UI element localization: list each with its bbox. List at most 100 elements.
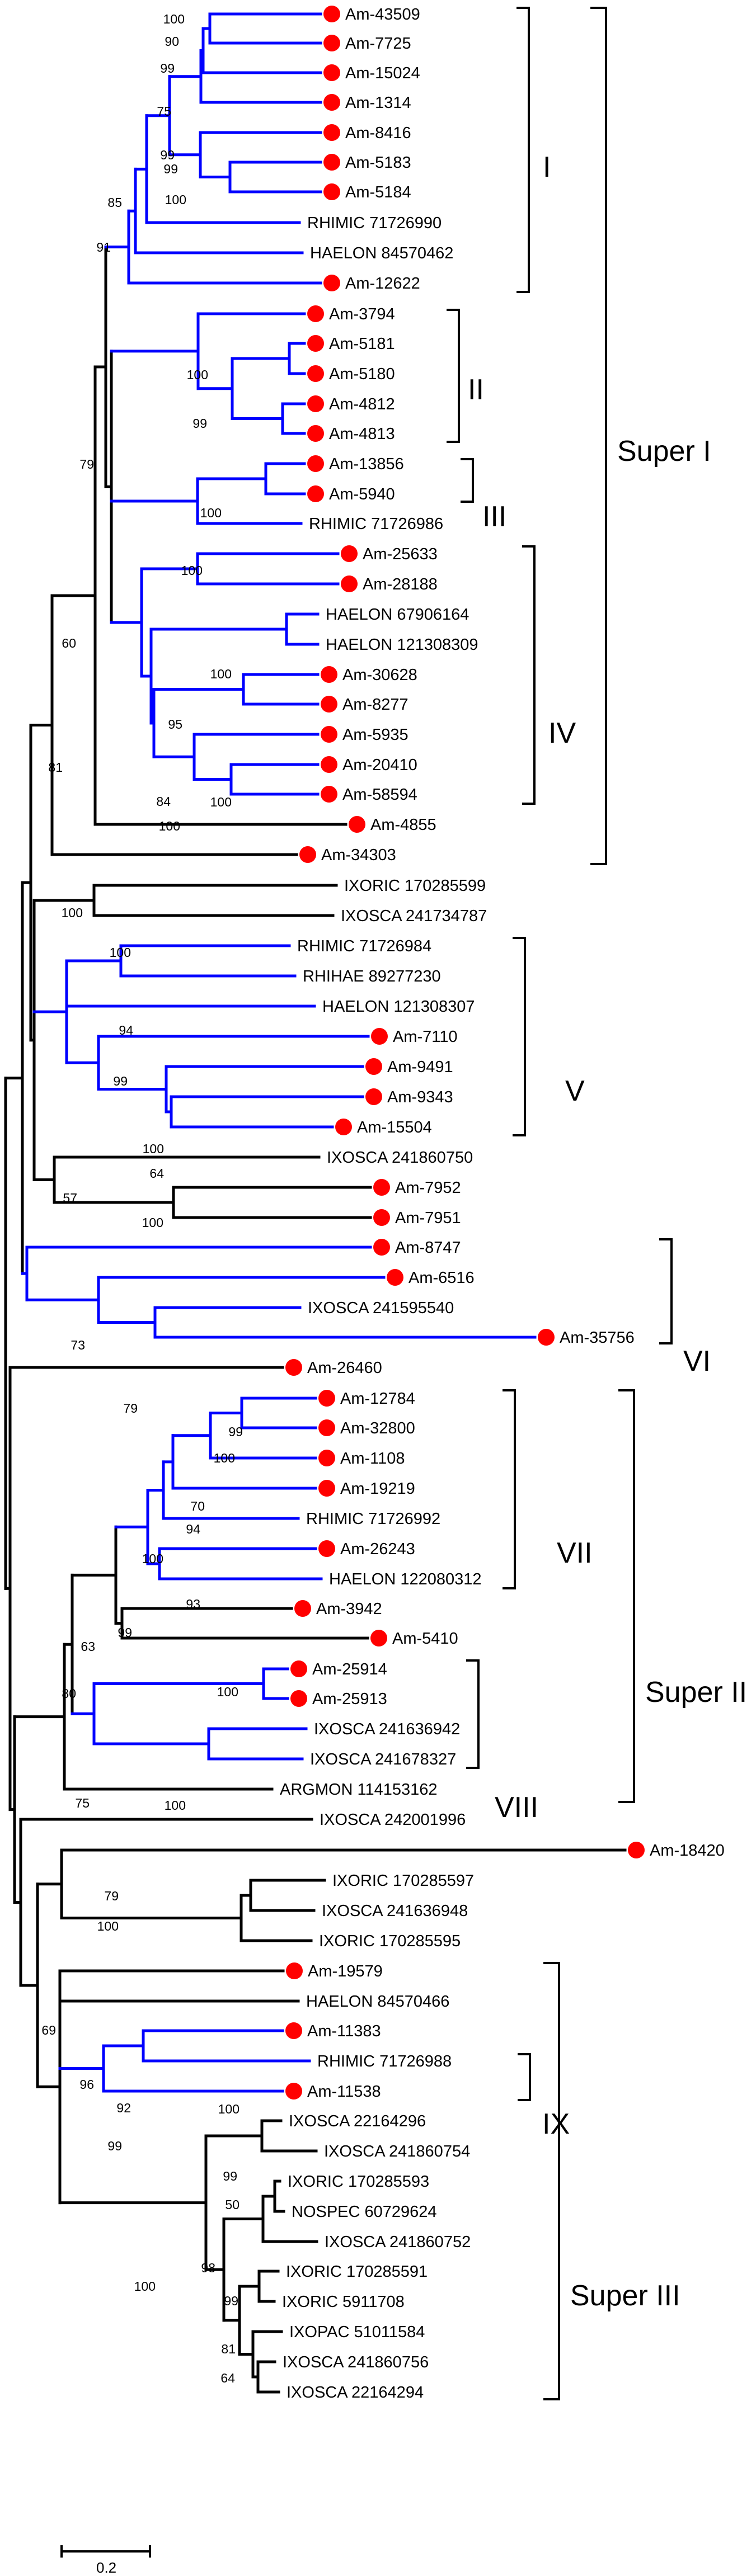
leaf-label: RHIMIC 71726984 — [297, 937, 431, 955]
leaf-label: IXOSCA 241734787 — [341, 907, 487, 925]
clade-label-III: III — [482, 501, 506, 533]
bootstrap-value: 100 — [210, 795, 232, 809]
leaf-label: Am-5184 — [345, 183, 411, 201]
leaf-marker — [321, 696, 337, 713]
bracket-clade-IV — [522, 545, 536, 805]
leaf-marker — [285, 1359, 302, 1376]
leaf-label: Am-9491 — [387, 1058, 453, 1076]
leaf-label: RHIMIC 71726986 — [309, 515, 443, 533]
bootstrap-value: 94 — [119, 1023, 133, 1037]
leaf-marker — [318, 1419, 335, 1436]
leaf-marker — [321, 666, 337, 683]
leaf-label: RHIMIC 71726990 — [307, 214, 442, 232]
clade-labels: I II III IV V VI VII VIII IX Super I Sup… — [468, 151, 747, 2312]
leaf-label: IXOSCA 22164296 — [289, 2112, 426, 2130]
clade-label-VIII: VIII — [495, 1791, 538, 1824]
leaf-label: Am-32800 — [340, 1419, 415, 1437]
leaf-label: Am-5940 — [329, 485, 395, 503]
leaf-marker — [285, 2083, 302, 2100]
bootstrap-value: 95 — [168, 717, 182, 732]
leaf-label: Am-5181 — [329, 335, 395, 353]
bootstrap-value: 75 — [75, 1796, 90, 1810]
bootstrap-value: 99 — [160, 148, 175, 162]
bootstrap-value: 100 — [217, 1685, 238, 1699]
leaf-marker — [307, 455, 324, 472]
bootstrap-value: 84 — [156, 794, 171, 809]
bracket-clade-II — [447, 309, 460, 443]
leaf-label: Am-1314 — [345, 94, 411, 112]
leaf-label: Am-5183 — [345, 154, 411, 172]
bootstrap-value: 79 — [104, 1889, 119, 1903]
leaf-label: IXOSCA 22164294 — [287, 2384, 424, 2402]
leaf-label: Am-11538 — [307, 2083, 381, 2101]
bootstrap-value: 85 — [107, 195, 122, 210]
leaf-label: Am-15504 — [357, 1119, 432, 1136]
leaf-marker — [318, 1480, 335, 1497]
leaf-label: Am-12622 — [345, 275, 420, 292]
scale-bar-label: 0.2 — [96, 2559, 116, 2576]
bootstrap-value: 99 — [118, 1625, 132, 1640]
bootstrap-value: 81 — [48, 760, 63, 775]
bootstrap-value: 100 — [181, 563, 203, 578]
leaf-marker — [318, 1540, 335, 1557]
leaf-label: IXORIC 170285593 — [288, 2173, 429, 2191]
leaf-label: IXOSCA 242001996 — [320, 1811, 466, 1829]
leaf-label: IXOSCA 241636942 — [314, 1720, 460, 1738]
bootstrap-value: 100 — [165, 192, 186, 207]
leaf-label: IXOSCA 241595540 — [308, 1299, 454, 1317]
leaf-label: Am-8747 — [395, 1239, 461, 1257]
bootstrap-value: 98 — [201, 2261, 215, 2275]
bracket-super-I — [590, 7, 607, 865]
leaf-marker — [323, 64, 340, 81]
bracket-super-II — [618, 1389, 635, 1803]
leaf-marker — [307, 485, 324, 502]
clade-brackets — [447, 7, 673, 2400]
bootstrap-value: 79 — [79, 457, 94, 471]
leaf-label: Am-28188 — [363, 575, 438, 593]
bootstrap-value: 70 — [190, 1499, 205, 1513]
leaf-label: Am-25633 — [363, 545, 438, 563]
leaf-marker — [318, 1390, 335, 1407]
leaf-marker — [290, 1690, 307, 1707]
tree-branches — [4, 12, 627, 2394]
bootstrap-value: 100 — [97, 1919, 119, 1933]
bootstrap-value: 75 — [157, 104, 171, 119]
leaf-marker — [373, 1239, 390, 1256]
bootstrap-value: 57 — [63, 1191, 77, 1205]
leaf-label: IXOSCA 241860756 — [283, 2353, 429, 2371]
leaf-marker — [323, 183, 340, 200]
super-label-III: Super III — [570, 2280, 680, 2312]
leaf-label: Am-18420 — [650, 1842, 725, 1860]
bootstrap-value: 99 — [223, 2169, 237, 2183]
leaf-marker — [321, 786, 337, 803]
leaf-marker — [299, 846, 316, 863]
clade-label-V: V — [565, 1075, 585, 1107]
leaf-marker — [321, 756, 337, 773]
bracket-clade-I — [516, 7, 530, 293]
bracket-clade-V — [513, 937, 526, 1136]
leaf-label: HAELON 121308309 — [326, 636, 478, 654]
super-label-I: Super I — [617, 435, 711, 468]
bracket-clade-IX — [518, 2053, 531, 2101]
bootstrap-value: 90 — [165, 34, 179, 49]
leaf-label: Am-34303 — [321, 846, 396, 864]
leaf-label: Am-43509 — [345, 6, 420, 23]
bootstrap-value: 69 — [41, 2023, 56, 2037]
clade-label-II: II — [468, 374, 484, 406]
leaf-label: Am-12784 — [340, 1390, 415, 1408]
leaf-label: Am-8416 — [345, 124, 411, 142]
clade-label-IV: IV — [548, 717, 576, 749]
leaf-label: Am-5410 — [392, 1630, 458, 1648]
leaf-label: IXORIC 170285597 — [332, 1872, 474, 1890]
bootstrap-value: 91 — [96, 240, 111, 254]
bootstrap-value: 100 — [165, 1798, 186, 1813]
leaf-marker — [341, 545, 358, 562]
bootstrap-value: 100 — [142, 1215, 163, 1230]
bootstrap-value: 92 — [116, 2101, 131, 2115]
leaf-marker — [307, 365, 324, 382]
bootstrap-value: 100 — [187, 367, 208, 382]
leaf-label: Am-13856 — [329, 455, 404, 473]
leaf-label: Am-20410 — [342, 756, 417, 774]
